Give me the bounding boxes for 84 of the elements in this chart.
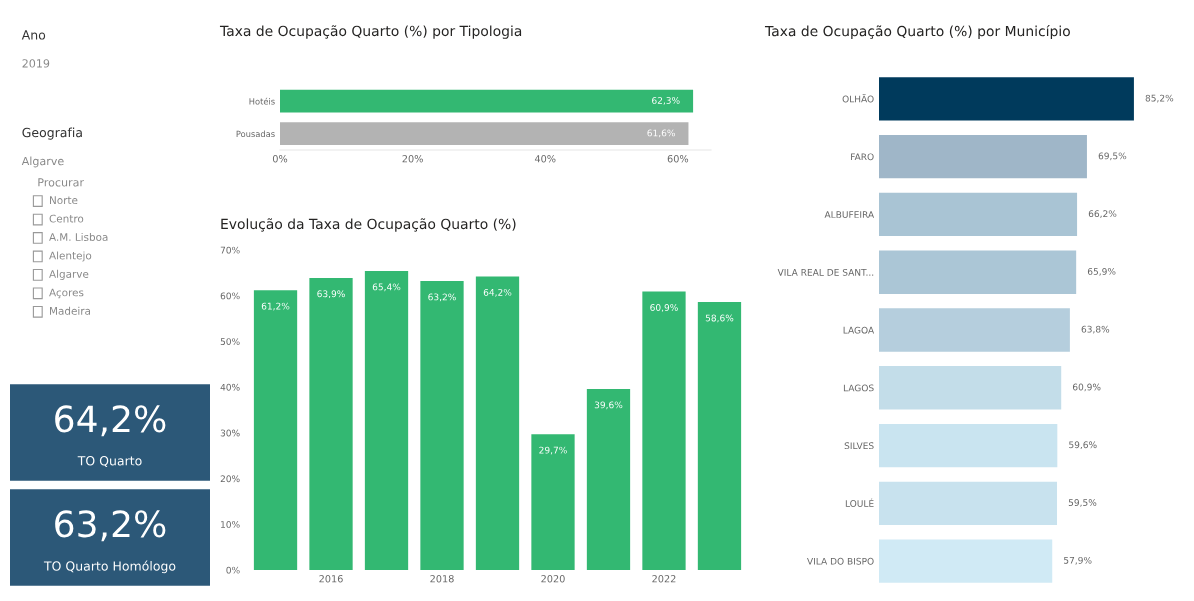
bar <box>420 281 464 570</box>
data-label: 65,9% <box>1087 268 1116 276</box>
data-label: 63,9% <box>317 290 345 299</box>
bar <box>531 434 575 570</box>
x-tick-label: 2018 <box>430 575 454 583</box>
text: Alentejo <box>49 251 92 262</box>
data-label: 62,3% <box>652 97 680 105</box>
y-tick-label: OLHÃO <box>842 94 874 103</box>
text: Norte <box>50 196 78 205</box>
x-tick-label: 60% <box>667 155 689 163</box>
x-tick-label: 40% <box>534 155 556 163</box>
data-label: 85,2% <box>1145 94 1174 103</box>
data-label: 69,5% <box>1098 152 1127 161</box>
bar <box>879 192 1078 237</box>
chart-title: Taxa de Ocupação Quarto (%) por Município <box>764 25 1070 39</box>
bar <box>879 135 1087 179</box>
text: Procurar <box>38 178 85 187</box>
y-tick-label: 30% <box>220 429 240 437</box>
data-label: 58,6% <box>705 314 734 323</box>
x-tick-label: 2016 <box>319 575 343 583</box>
bar <box>879 481 1058 525</box>
x-tick-label: 0% <box>272 155 288 163</box>
x-tick-label: 20% <box>402 155 423 163</box>
text: 63,2% <box>55 510 166 542</box>
data-label: 61,2% <box>261 302 290 311</box>
data-label: 66,2% <box>1088 210 1117 218</box>
y-tick-label: 0% <box>226 566 240 574</box>
text: Centro <box>49 214 84 223</box>
data-label: 57,9% <box>1064 556 1092 565</box>
y-tick-label: 70% <box>220 246 240 254</box>
y-tick-label: 40% <box>220 383 240 391</box>
chart-title: Taxa de Ocupação Quarto (%) por Tipologia <box>219 25 522 39</box>
data-label: 60,9% <box>1072 383 1101 392</box>
y-tick-label: ALBUFEIRA <box>824 211 875 218</box>
y-tick-label: Pousadas <box>236 130 275 138</box>
y-tick-label: VILA REAL DE SANT... <box>777 268 874 276</box>
category-label: TO Quarto <box>77 456 142 467</box>
text: Açores <box>49 288 84 299</box>
y-tick-label: 60% <box>220 292 240 300</box>
bar <box>642 291 686 570</box>
bar <box>879 366 1062 410</box>
data-label: 59,6% <box>1069 441 1097 450</box>
text: Algarve <box>49 269 89 280</box>
x-tick-label: 2020 <box>541 575 565 583</box>
bar <box>253 290 298 570</box>
text: A.M. Lisboa <box>49 232 108 241</box>
text: Ano <box>21 30 46 40</box>
category-label: TO Quarto Homólogo <box>43 560 176 574</box>
y-tick-label: LAGOA <box>843 326 875 334</box>
data-label: 63,8% <box>1081 325 1110 334</box>
text: Madeira <box>50 306 91 315</box>
data-label: 60,9% <box>650 304 678 312</box>
bar <box>586 388 631 570</box>
data-label: 61,6% <box>647 129 675 138</box>
bar <box>697 302 742 570</box>
text: 64,2% <box>55 405 166 437</box>
text: 2019 <box>22 59 50 68</box>
y-tick-label: Hotéis <box>249 97 275 105</box>
data-label: 65,4% <box>372 283 401 292</box>
bar <box>309 277 353 570</box>
y-tick-label: 20% <box>220 475 240 483</box>
data-label: 64,2% <box>483 288 512 297</box>
y-tick-label: LOULÉ <box>845 498 874 507</box>
chart-title: Evolução da Taxa de Ocupação Quarto (%) <box>221 218 516 232</box>
bar <box>879 423 1058 468</box>
data-label: 63,2% <box>428 293 456 302</box>
data-label: 29,7% <box>539 446 567 455</box>
y-tick-label: FARO <box>851 153 874 161</box>
y-tick-label: VILA DO BISPO <box>807 557 874 565</box>
bar <box>879 539 1053 583</box>
y-tick-label: 10% <box>221 521 240 528</box>
data-label: 59,5% <box>1068 499 1097 507</box>
bar <box>879 250 1077 294</box>
bar <box>475 276 520 570</box>
text: Algarve <box>21 156 64 168</box>
bar <box>879 77 1134 121</box>
x-tick-label: 2022 <box>652 575 676 583</box>
data-label: 39,6% <box>594 401 623 410</box>
y-tick-label: SILVES <box>844 442 874 450</box>
text: Geografia <box>22 127 82 140</box>
y-tick-label: 50% <box>220 338 240 345</box>
y-tick-label: LAGOS <box>843 384 874 392</box>
bar <box>879 308 1070 352</box>
bar <box>364 271 409 570</box>
